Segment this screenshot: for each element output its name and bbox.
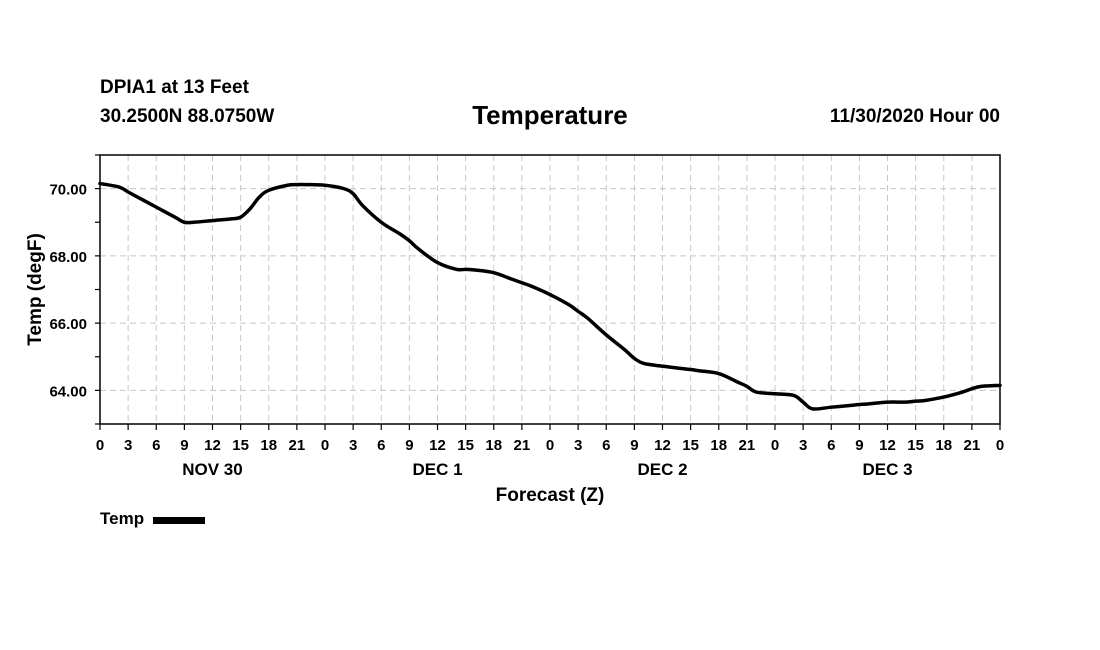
- x-tick-label: 0: [321, 437, 329, 454]
- x-tick-label: 9: [855, 437, 863, 454]
- station-label: DPIA1 at 13 Feet: [100, 77, 249, 98]
- x-tick-label: 9: [630, 437, 638, 454]
- forecast-run-time: 11/30/2020 Hour 00: [829, 106, 1000, 127]
- x-tick-label: 15: [682, 437, 699, 454]
- x-tick-label: 18: [485, 437, 502, 454]
- day-label: DEC 3: [862, 460, 912, 479]
- x-tick-label: 12: [429, 437, 446, 454]
- x-tick-label: 12: [204, 437, 221, 454]
- x-tick-label: 21: [289, 437, 306, 454]
- x-tick-label: 21: [514, 437, 531, 454]
- y-tick-label: 70.00: [49, 182, 87, 199]
- x-tick-label: 9: [180, 437, 188, 454]
- axis-ticks: [95, 154, 1001, 430]
- y-tick-label: 68.00: [49, 249, 87, 266]
- day-label: NOV 30: [182, 460, 242, 479]
- x-tick-label: 15: [232, 437, 249, 454]
- x-tick-label: 3: [574, 437, 582, 454]
- legend-swatch-temp: [153, 516, 206, 524]
- x-tick-label: 0: [771, 437, 779, 454]
- x-tick-label: 15: [457, 437, 474, 454]
- x-tick-label: 6: [602, 437, 610, 454]
- plot-frame: [99, 154, 1001, 425]
- axis-labels: 0 3 6 9 12 15 18 21 0 3 6 9 12 15 18 21 0 3 6 9 12 15 18 21 0 3 6 9…: [49, 182, 1004, 479]
- day-label: DEC 2: [637, 460, 687, 479]
- x-tick-label: 12: [879, 437, 896, 454]
- x-tick-label: 0: [96, 437, 104, 454]
- station-coordinates: 30.2500N 88.0750W: [100, 106, 275, 127]
- x-tick-label: 18: [710, 437, 727, 454]
- x-tick-label: 21: [964, 437, 981, 454]
- x-tick-label: 0: [996, 437, 1004, 454]
- series-line-temp: [98, 181, 1002, 411]
- x-tick-label: 18: [260, 437, 277, 454]
- x-tick-label: 6: [377, 437, 385, 454]
- legend-label-temp: Temp: [100, 509, 145, 528]
- day-label: DEC 1: [412, 460, 462, 479]
- grid-lines: [100, 155, 1000, 424]
- y-axis-title: Temp (degF): [25, 233, 46, 346]
- x-tick-label: 15: [907, 437, 924, 454]
- y-tick-label: 66.00: [49, 316, 87, 333]
- x-tick-label: 3: [124, 437, 132, 454]
- legend: Temp: [100, 509, 206, 529]
- x-tick-label: 12: [654, 437, 671, 454]
- x-tick-label: 3: [799, 437, 807, 454]
- x-tick-label: 0: [546, 437, 554, 454]
- x-tick-label: 21: [739, 437, 756, 454]
- x-tick-label: 18: [935, 437, 952, 454]
- x-axis-title: Forecast (Z): [496, 485, 605, 506]
- x-tick-label: 3: [349, 437, 357, 454]
- x-tick-label: 6: [152, 437, 160, 454]
- x-tick-label: 9: [405, 437, 413, 454]
- y-tick-label: 64.00: [49, 383, 87, 400]
- chart-title: Temperature: [472, 100, 628, 130]
- x-tick-label: 6: [827, 437, 835, 454]
